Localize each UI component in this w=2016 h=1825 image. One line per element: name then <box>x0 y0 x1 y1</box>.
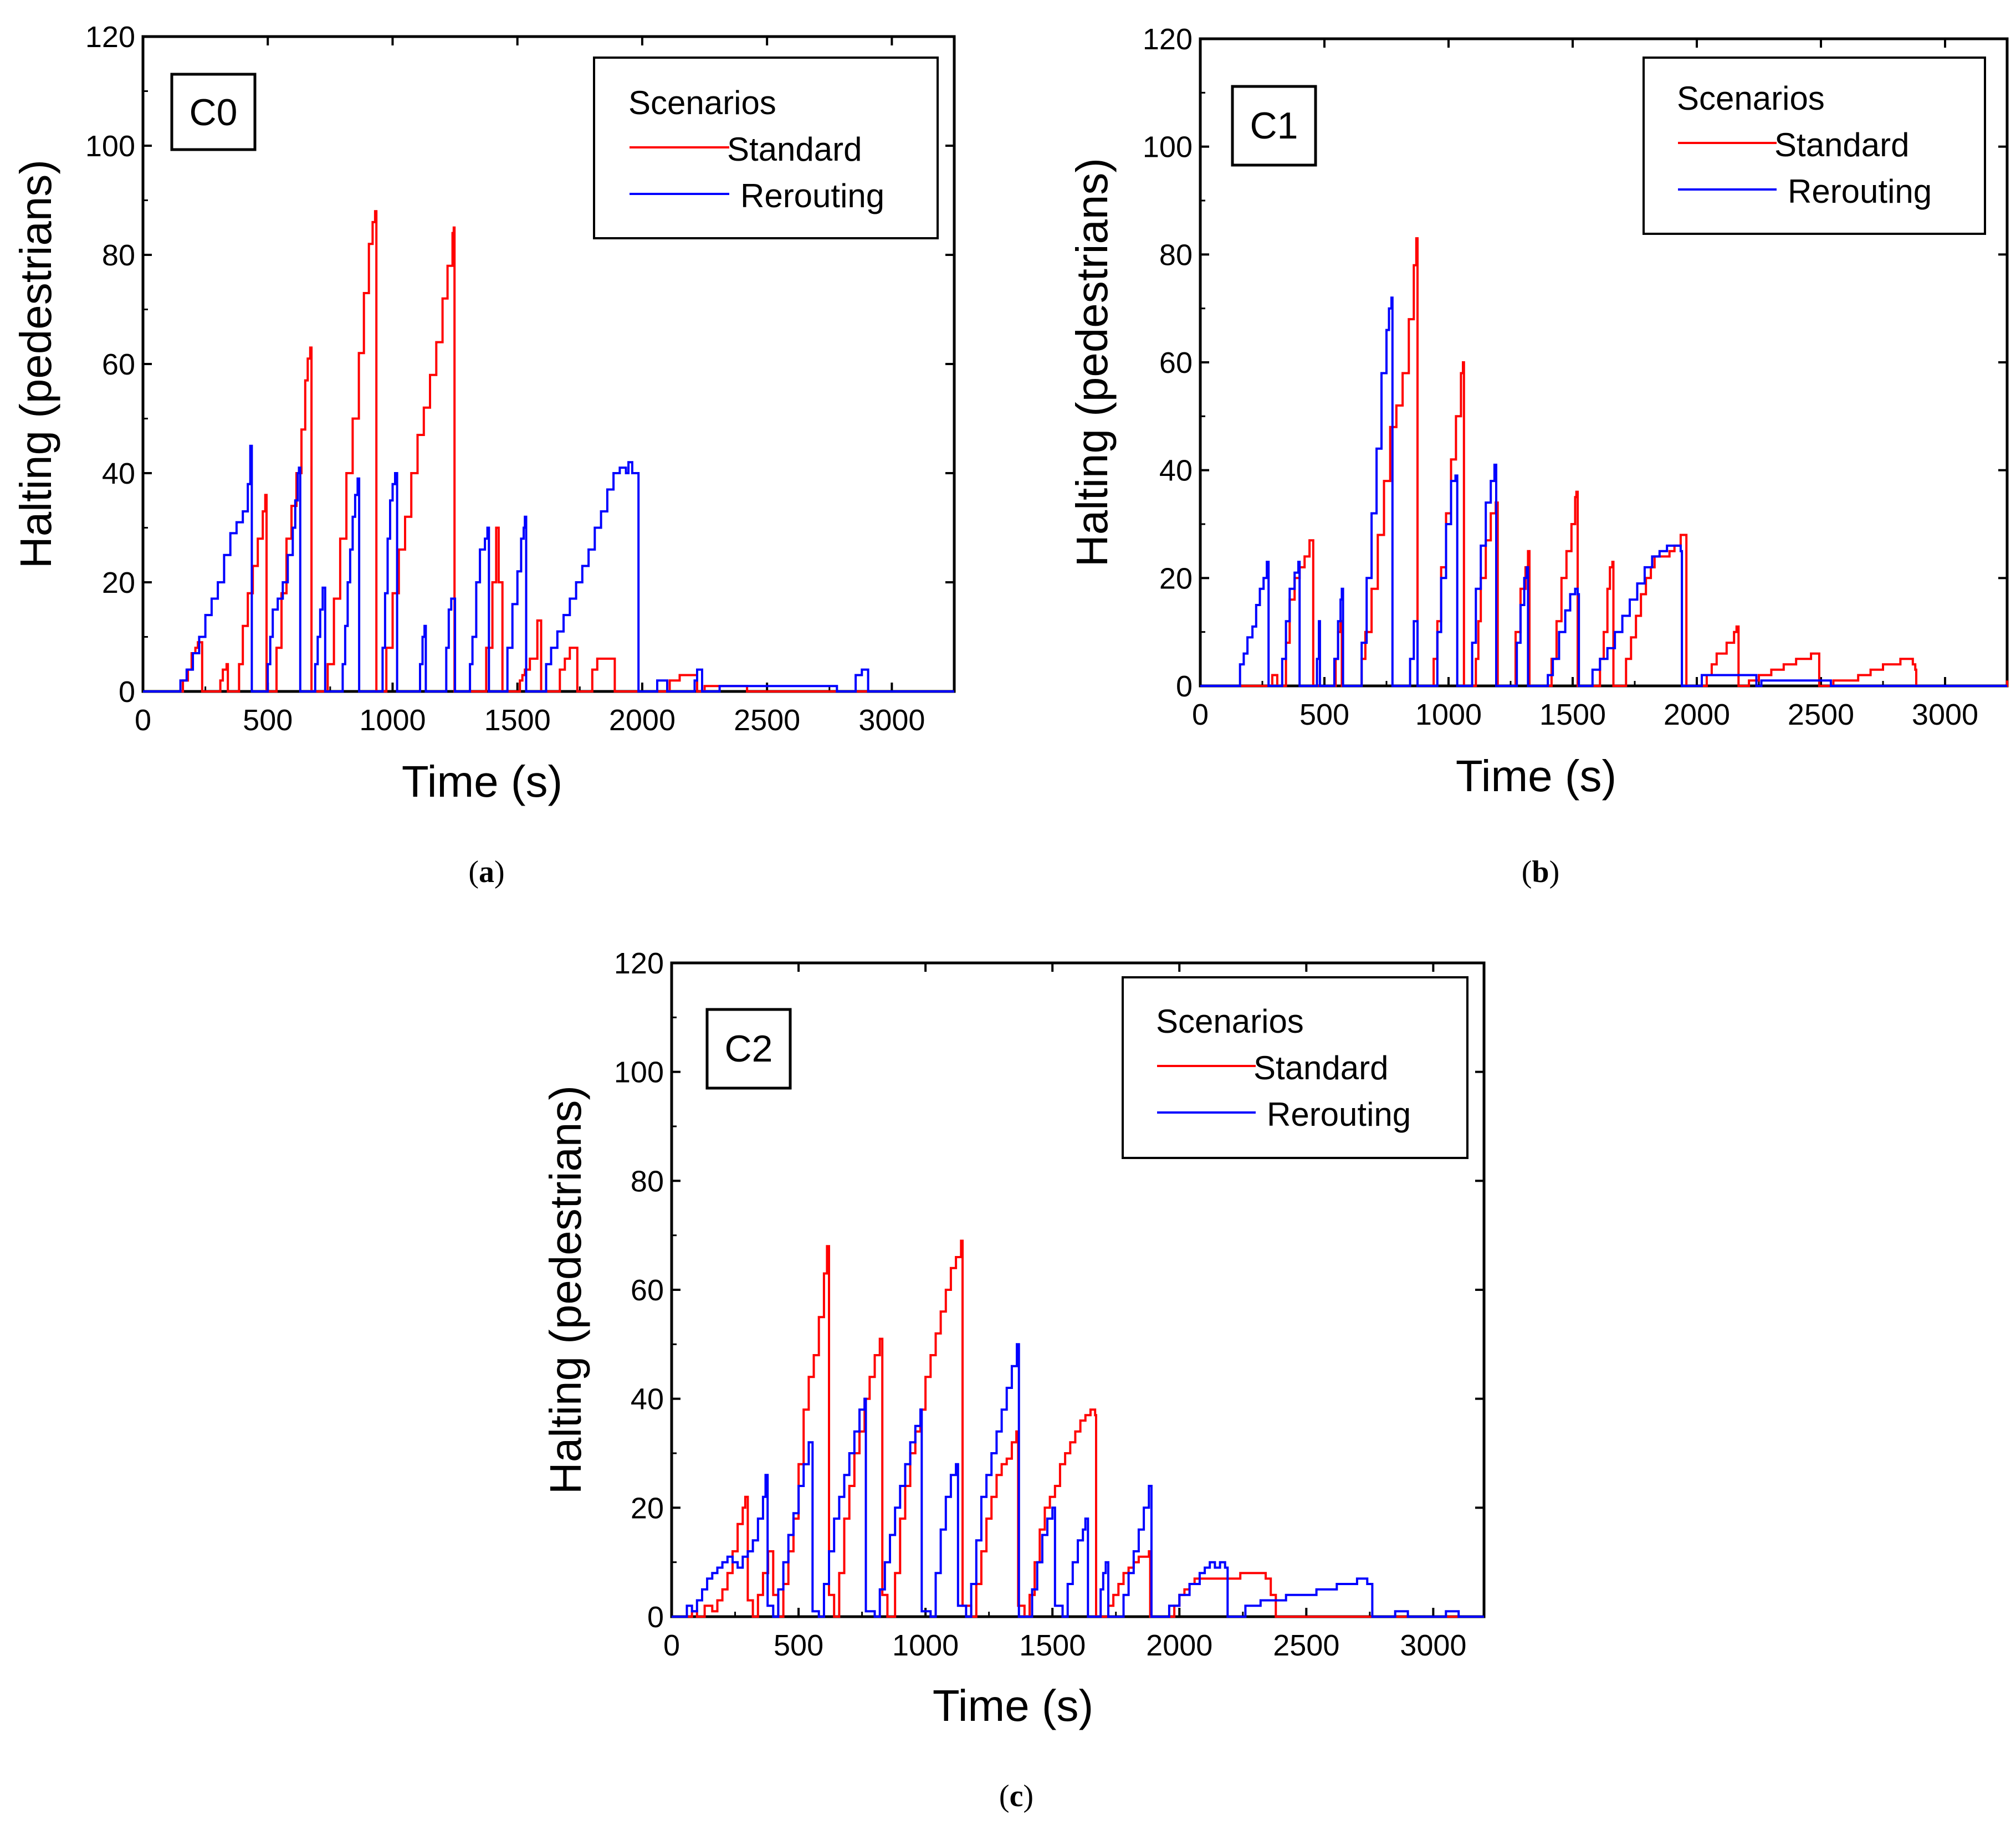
chart-panel-a: 0 500 1000 1500 2000 2500 3000020406080100120 … <box>11 20 956 889</box>
y-tick-label: 60 <box>1159 346 1193 380</box>
x-tick-label: 0 <box>135 704 151 737</box>
x-tick-label: 3000 <box>1400 1629 1466 1662</box>
x-tick-label: 500 <box>774 1629 823 1662</box>
legend-label-rerouting: Rerouting <box>1267 1096 1411 1133</box>
y-axis-title: Halting (pedestrians) <box>1067 158 1117 567</box>
legend-label-standard: Standard <box>1253 1049 1389 1086</box>
x-tick-label: 1500 <box>1539 698 1606 731</box>
y-tick-label: 40 <box>102 457 135 490</box>
chart-panel-b: 0 500 1000 1500 2000 2500 3000020406080100120 … <box>1067 23 2009 889</box>
y-tick-label: 60 <box>102 348 135 381</box>
panel-tag: C1 <box>1231 85 1317 167</box>
legend: Scenarios Standard Rerouting <box>593 57 939 239</box>
x-tick-label: 500 <box>1299 698 1349 731</box>
panel-tag-label: C2 <box>725 1028 773 1070</box>
legend-title: Scenarios <box>628 84 776 121</box>
axis-ticks: 0 500 1000 1500 2000 2500 3000 0 20 40 60 80 100 120 <box>85 20 954 737</box>
chart-panel-c: 0 500 1000 1500 2000 2500 3000020406080100120 … <box>541 947 1486 1813</box>
y-axis-title: Halting (pedestrians) <box>11 160 60 568</box>
y-tick-label: 80 <box>631 1165 664 1198</box>
y-tick-label: 120 <box>85 20 135 54</box>
x-tick-label: 1000 <box>1415 698 1482 731</box>
legend-title: Scenarios <box>1156 1003 1304 1040</box>
panel-tag: C0 <box>170 73 257 151</box>
panel-caption-b: (b) <box>1522 855 1559 889</box>
y-tick-label: 120 <box>614 947 664 980</box>
series-line-rerouting <box>1200 296 2007 687</box>
legend-label-rerouting: Rerouting <box>1788 173 1932 210</box>
x-tick-label: 1000 <box>359 704 426 737</box>
y-tick-label: 100 <box>85 130 135 163</box>
x-tick-label: 500 <box>243 704 293 737</box>
y-tick-label: 20 <box>102 566 135 599</box>
y-tick-label: 100 <box>614 1056 664 1089</box>
x-tick-label: 1000 <box>892 1629 959 1662</box>
series-line-rerouting <box>143 444 954 693</box>
x-tick-label: 2500 <box>1788 698 1854 731</box>
y-tick-label: 0 <box>1176 670 1193 703</box>
x-tick-label: 2500 <box>734 704 800 737</box>
x-tick-label: 1500 <box>484 704 551 737</box>
y-tick-label: 80 <box>102 239 135 272</box>
legend: Scenarios Standard Rerouting <box>1643 57 1986 235</box>
x-tick-label: 2000 <box>1146 1629 1212 1662</box>
y-tick-label: 20 <box>631 1491 664 1525</box>
y-tick-label: 20 <box>1159 562 1193 595</box>
series-line-standard <box>1200 237 2008 687</box>
x-tick-label: 2000 <box>1664 698 1730 731</box>
x-tick-label: 2000 <box>609 704 676 737</box>
x-tick-label: 3000 <box>1912 698 1978 731</box>
series-group <box>672 1239 1484 1618</box>
legend: Scenarios Standard Rerouting <box>1122 976 1468 1159</box>
series-line-standard <box>143 210 954 693</box>
legend-box <box>1643 57 1986 235</box>
x-tick-label: 2500 <box>1273 1629 1339 1662</box>
y-tick-label: 0 <box>647 1601 664 1634</box>
panel-caption-c: (c) <box>999 1779 1033 1813</box>
legend-label-standard: Standard <box>727 131 862 168</box>
x-tick-label: 1500 <box>1019 1629 1086 1662</box>
panel-caption-a: (a) <box>468 855 504 889</box>
x-axis-title: Time (s) <box>402 757 562 806</box>
panel-tag-label: C0 <box>190 91 238 134</box>
x-tick-label: 3000 <box>858 704 925 737</box>
y-tick-label: 0 <box>119 675 135 709</box>
axis-ticks: 0 500 1000 1500 2000 2500 3000 0 20 40 60 80 100 120 <box>614 947 1484 1662</box>
panel-tag-label: C1 <box>1250 105 1298 147</box>
y-tick-label: 40 <box>1159 454 1193 488</box>
x-axis-title: Time (s) <box>933 1681 1093 1730</box>
y-tick-label: 100 <box>1143 131 1193 164</box>
legend-box <box>1122 976 1468 1159</box>
series-group <box>1200 237 2008 687</box>
x-tick-label: 0 <box>1192 698 1209 731</box>
y-tick-label: 60 <box>631 1274 664 1307</box>
y-tick-label: 120 <box>1143 23 1193 56</box>
legend-label-standard: Standard <box>1774 126 1910 163</box>
x-axis-title: Time (s) <box>1456 751 1616 801</box>
series-group <box>143 210 954 693</box>
y-axis-title: Halting (pedestrians) <box>541 1085 590 1494</box>
x-tick-label: 0 <box>663 1629 680 1662</box>
series-line-rerouting <box>672 1343 1484 1618</box>
y-tick-label: 40 <box>631 1383 664 1416</box>
panel-tag: C2 <box>705 1008 792 1090</box>
y-tick-label: 80 <box>1159 238 1193 271</box>
legend-label-rerouting: Rerouting <box>740 177 884 214</box>
legend-title: Scenarios <box>1677 80 1825 117</box>
